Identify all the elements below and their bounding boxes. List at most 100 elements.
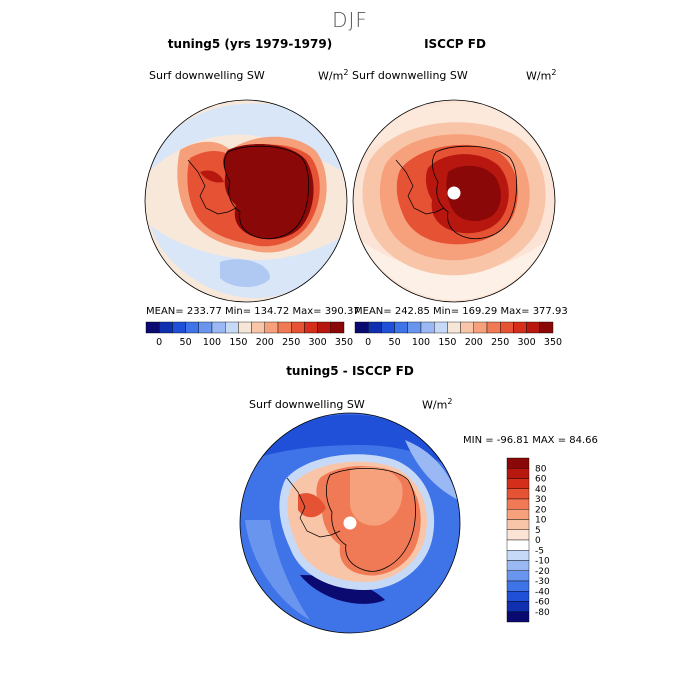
colorbar-obs-swatch [473, 321, 488, 334]
colorbar-model-tick-label: 100 [203, 337, 221, 348]
map-obs-coastline-peninsula [395, 159, 445, 215]
colorbar-obs-tick-label: 100 [412, 337, 430, 348]
colorbar-diff-swatch [506, 560, 530, 571]
map-diff-ocean-weak [245, 520, 310, 620]
colorbar-diff-tick-label: 60 [535, 475, 547, 485]
map-obs-contour-350 [446, 165, 501, 222]
map-obs-ocean-low [356, 102, 555, 170]
variable-label-model: Surf downwelling SW [149, 69, 265, 82]
colorbar-obs-tick-label: 350 [544, 337, 562, 348]
colorbar-obs-swatch [513, 321, 527, 334]
colorbar-obs-swatch [368, 321, 382, 334]
colorbar-model-swatch [317, 321, 332, 334]
stats-diff: MIN = -96.81 MAX = 84.66 [463, 435, 598, 446]
colorbar-obs-swatch [486, 321, 501, 334]
colorbar-obs-tick-label: 0 [365, 337, 371, 348]
colorbar-diff-tick-label: -80 [535, 608, 550, 618]
colorbar-model-tick-label: 350 [335, 337, 353, 348]
colorbar-diff-tick-label: 10 [535, 516, 547, 526]
map-diff-ocean-strongest [300, 575, 385, 604]
map-obs-border [352, 99, 556, 303]
colorbar-diff-tick-label: -60 [535, 598, 550, 608]
colorbar-diff-tick-label: 0 [535, 536, 541, 546]
map-obs-polar-gap [447, 186, 461, 200]
units-label-obs: W/m2 [526, 68, 557, 83]
colorbar-model-swatch [198, 321, 213, 334]
stats-model: MEAN= 233.77 Min= 134.72 Max= 390.37 [146, 306, 360, 317]
colorbar-obs-tick-label: 50 [389, 337, 401, 348]
colorbar-obs-swatch [526, 321, 540, 334]
variable-label-obs: Surf downwelling SW [352, 69, 468, 82]
colorbar-model-swatch [277, 321, 292, 334]
map-model-coastline-peninsula [187, 159, 237, 215]
colorbar-diff-tick-label: -20 [535, 567, 550, 577]
colorbar-obs-tick-label: 250 [491, 337, 509, 348]
colorbar-diff-swatch [506, 509, 530, 520]
units-label-model: W/m2 [318, 68, 349, 83]
colorbar-model-swatch [304, 321, 318, 334]
colorbar-diff-swatch [506, 457, 530, 469]
colorbar-diff-swatch [506, 519, 530, 530]
panel-title-model: tuning5 (yrs 1979-1979) [167, 37, 333, 51]
map-obs-ocean-low [360, 240, 548, 300]
map-diff [240, 413, 460, 633]
units-label-diff: W/m2 [422, 397, 453, 412]
map-diff-contour-10 [350, 466, 403, 526]
colorbar-obs-swatch [460, 321, 475, 334]
colorbar-obs-swatch [381, 321, 395, 334]
map-model-contour-350 [223, 144, 314, 240]
colorbar-model-swatch [224, 321, 239, 334]
colorbar-model-tick-label: 0 [156, 337, 162, 348]
colorbar-diff-tick-label: 80 [535, 464, 547, 474]
map-diff-ocean-weak [405, 440, 458, 500]
colorbar-obs-swatch [434, 321, 448, 334]
colorbar-obs-tick-label: 150 [438, 337, 456, 348]
colorbar-model-tick-label: 50 [180, 337, 192, 348]
colorbar-diff-swatch [506, 591, 530, 602]
colorbar-obs-swatch [407, 321, 422, 334]
map-diff-coastline [326, 468, 416, 572]
colorbar-model-tick-label: 250 [282, 337, 300, 348]
colorbar-diff-swatch [506, 488, 530, 500]
colorbar-model-tick-label: 150 [229, 337, 247, 348]
map-obs [353, 100, 555, 302]
figure-title: DJF [332, 8, 368, 32]
colorbar-obs-swatch [354, 321, 369, 334]
colorbar-model-swatch [145, 321, 160, 334]
colorbar-diff-tick-label: -10 [535, 557, 550, 567]
panel-title-diff: tuning5 - ISCCP FD [286, 364, 414, 378]
colorbar-diff-tick-label: -5 [535, 546, 544, 556]
colorbar-model-swatch [291, 321, 305, 334]
colorbar-diff-swatch [506, 478, 530, 489]
map-diff-polar-gap [343, 516, 357, 530]
colorbar-diff-tick-label: 5 [535, 526, 541, 536]
colorbar-diff-tick-label: -30 [535, 577, 550, 587]
map-diff-ocean-stronger [250, 414, 455, 470]
colorbar-diff-swatch [506, 570, 530, 582]
colorbar-model-swatch [264, 321, 279, 334]
colorbar-diff-swatch [506, 580, 530, 592]
colorbar-model-swatch [158, 321, 173, 334]
colorbar-diff-tick-label: 40 [535, 485, 547, 495]
colorbar-model-swatch [330, 321, 345, 334]
colorbar-obs-swatch [500, 321, 514, 334]
map-diff-contour-peninsula [298, 493, 326, 518]
colorbar-diff-swatch [506, 539, 530, 551]
colorbar-obs-tick-label: 200 [465, 337, 483, 348]
map-diff-border [239, 412, 461, 634]
colorbar-model-swatch [185, 321, 200, 334]
map-model-coastline [224, 145, 309, 239]
colorbar-diff-swatch [506, 529, 530, 541]
colorbar-obs-swatch [394, 321, 409, 334]
colorbar-diff-swatch [506, 611, 530, 623]
colorbar-model: 0 50 100 150 200 250 300 350 [145, 321, 353, 348]
colorbar-diff-swatch [506, 550, 530, 561]
colorbar-obs-swatch [447, 321, 461, 334]
map-model-ocean-low [150, 103, 347, 175]
variable-label-diff: Surf downwelling SW [249, 398, 365, 411]
colorbar-diff-swatch [506, 498, 530, 510]
colorbar-diff-swatch [506, 468, 530, 479]
stats-obs: MEAN= 242.85 Min= 169.29 Max= 377.93 [354, 306, 568, 317]
